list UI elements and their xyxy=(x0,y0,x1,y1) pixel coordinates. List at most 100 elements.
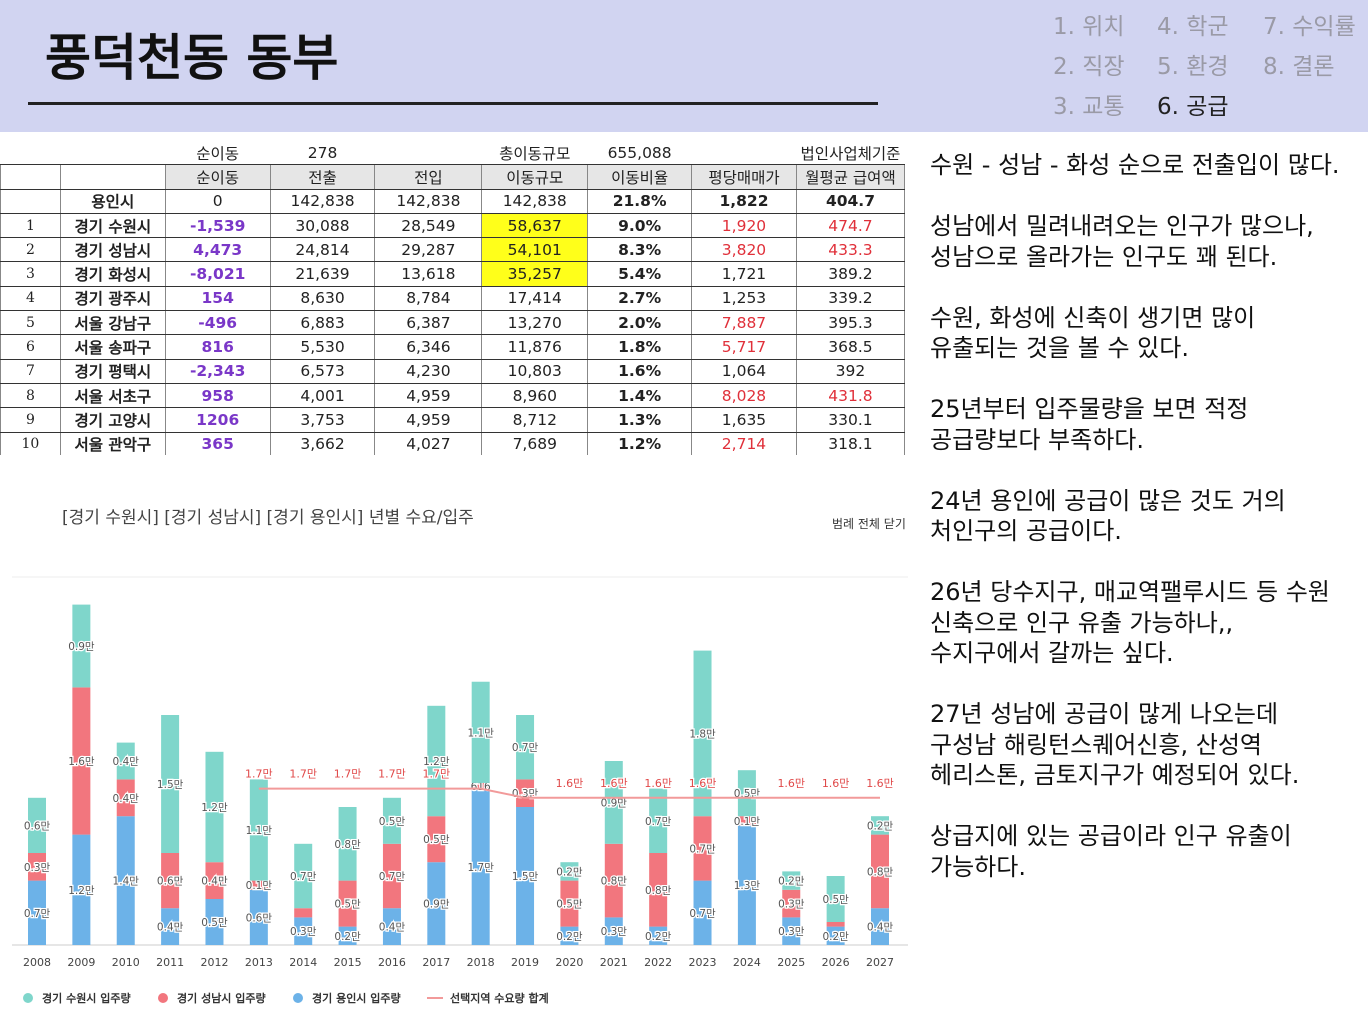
line-label: 1.7만 xyxy=(245,768,273,781)
bar-segment xyxy=(161,715,180,853)
table-cell: 17,414 xyxy=(481,286,589,312)
data-label: 1.2만 xyxy=(423,756,450,768)
legend-label[interactable]: 선택지역 수요량 합계 xyxy=(450,991,549,1005)
data-label: 0.7만 xyxy=(645,816,672,828)
x-tick-label: 2012 xyxy=(200,956,228,969)
table-cell: 10,803 xyxy=(481,359,589,384)
table-cell: 5 xyxy=(0,310,61,336)
nav-item[interactable]: 2. 직장 xyxy=(1053,54,1125,80)
legend-label[interactable]: 경기 성남시 입주량 xyxy=(177,991,266,1005)
bar-segment xyxy=(427,816,446,863)
table-header-cell: 이동비율 xyxy=(587,164,693,190)
bar-segment xyxy=(826,876,845,922)
line-label: 1.6만 xyxy=(689,777,717,790)
data-label: 0.3만 xyxy=(24,862,51,874)
table-cell: 7,887 xyxy=(691,310,797,336)
note-line: 24년 용인에 공급이 많은 것도 거의 xyxy=(930,486,1286,515)
table-cell: 1,253 xyxy=(691,286,797,312)
table-header-cell: 월평균 급여액 xyxy=(795,164,905,190)
data-label: 0.3만 xyxy=(601,926,628,938)
data-label: 0.6만 xyxy=(24,820,51,832)
line-label: 1.6만 xyxy=(866,777,894,790)
title-rule xyxy=(28,102,878,105)
data-label: 0.5만 xyxy=(334,899,361,911)
bar-segment xyxy=(205,862,224,899)
bar-segment xyxy=(338,880,357,927)
table-cell: 8.3% xyxy=(587,237,693,263)
table-cell: -2,343 xyxy=(164,359,271,384)
bar-segment xyxy=(116,742,135,780)
table-cell: 3 xyxy=(0,261,61,287)
table-cell: 1206 xyxy=(164,407,271,433)
data-label: 0.4만 xyxy=(113,756,140,768)
line-label: 1.6만 xyxy=(556,777,584,790)
table-cell: 1.2% xyxy=(587,432,693,455)
bar-segment xyxy=(737,770,756,817)
page-title: 풍덕천동 동부 xyxy=(45,29,339,87)
table-cell xyxy=(374,141,482,166)
data-label: 0.2만 xyxy=(867,820,894,832)
table-cell: 4,473 xyxy=(164,237,271,263)
nav-item[interactable]: 8. 결론 xyxy=(1263,54,1335,80)
table-cell: 142,838 xyxy=(481,189,589,214)
data-label: 0.4만 xyxy=(201,876,228,888)
x-tick-label: 2017 xyxy=(422,956,450,969)
table-header-cell: 전입 xyxy=(374,164,483,190)
table-cell: 1,920 xyxy=(691,213,797,239)
line-label: 1.7만 xyxy=(378,768,406,781)
table-cell: 1,064 xyxy=(691,359,797,384)
nav-item[interactable]: 4. 학군 xyxy=(1157,14,1229,40)
table-cell: 154 xyxy=(164,286,271,312)
data-label: 0.2만 xyxy=(645,931,672,943)
data-label: 0.5만 xyxy=(379,816,406,828)
header-band: 풍덕천동 동부 1. 위치 2. 직장 3. 교통 4. 학군 5. 환경 6. 공급 7.… xyxy=(0,0,1368,132)
table-cell: 7 xyxy=(0,359,61,384)
note-line: 성남에서 밀려내려오는 인구가 많으나, xyxy=(930,212,1314,240)
nav-item[interactable]: 7. 수익률 xyxy=(1263,14,1356,40)
bar-segment xyxy=(205,751,224,863)
data-label: 0.2만 xyxy=(778,876,805,888)
bar-segment xyxy=(782,917,801,945)
data-label: 1.8만 xyxy=(689,728,716,740)
nav-item[interactable]: 5. 환경 xyxy=(1157,54,1229,80)
table-cell: 389.2 xyxy=(795,261,905,287)
table-cell: 서울 서초구 xyxy=(59,383,166,409)
line-label: 1.6만 xyxy=(777,777,805,790)
bar-segment xyxy=(161,908,180,945)
bar-segment xyxy=(826,926,845,945)
note-paragraph: 성남에서 밀려내려오는 인구가 많으나, 성남으로 올라가는 인구도 꽤 된다. xyxy=(930,211,1340,272)
table-cell: 3,753 xyxy=(269,407,376,433)
x-tick-label: 2026 xyxy=(822,956,850,969)
nav-item[interactable]: 3. 교통 xyxy=(1053,94,1125,120)
table-row: 2 경기 성남시 4,473 24,814 29,287 54,101 8.3% 3,820 4… xyxy=(0,237,905,263)
legend-label[interactable]: 경기 수원시 입주량 xyxy=(42,991,131,1005)
bar-segment xyxy=(28,853,46,881)
data-label: 1.5만 xyxy=(512,871,539,883)
table-header-cell: 이동규모 xyxy=(481,164,589,190)
table-cell: 433.3 xyxy=(795,237,905,263)
table-cell: 330.1 xyxy=(795,407,905,433)
table-cell: 서울 관악구 xyxy=(59,432,166,455)
data-label: 0.4만 xyxy=(379,922,406,934)
note-line: 헤리스톤, 금토지구가 예정되어 있다. xyxy=(930,761,1300,789)
legend-label[interactable]: 경기 용인시 입주량 xyxy=(312,991,401,1005)
table-cell: 9 xyxy=(0,407,61,433)
data-label: 0.8만 xyxy=(867,866,894,878)
bar-segment xyxy=(294,917,313,945)
bar-segment xyxy=(338,807,357,881)
data-label: 0.7만 xyxy=(379,871,406,883)
table-wrap: 순이동 278 총이동규모 655,088 법인사업체기준 순이동 전출 전입 이동규모 이동비율… xyxy=(0,141,905,455)
table-cell: 7,689 xyxy=(481,432,589,455)
table-cell: 6 xyxy=(0,334,61,360)
nav-item[interactable]: 6. 공급 xyxy=(1157,94,1229,120)
table-cell: 경기 고양시 xyxy=(59,407,166,433)
data-label: 0.1만 xyxy=(246,880,273,892)
table-header-row: 순이동 전출 전입 이동규모 이동비율 평당매매가 월평균 급여액 xyxy=(0,164,905,190)
line-label: 1.6만 xyxy=(600,777,628,790)
nav-item[interactable]: 1. 위치 xyxy=(1053,14,1125,40)
data-label: 0.7만 xyxy=(689,843,716,855)
table-cell: 5,717 xyxy=(691,334,797,360)
table-cell: 13,618 xyxy=(374,261,483,287)
legend-toggle-button[interactable]: 범례 전체 닫기 xyxy=(832,517,906,531)
